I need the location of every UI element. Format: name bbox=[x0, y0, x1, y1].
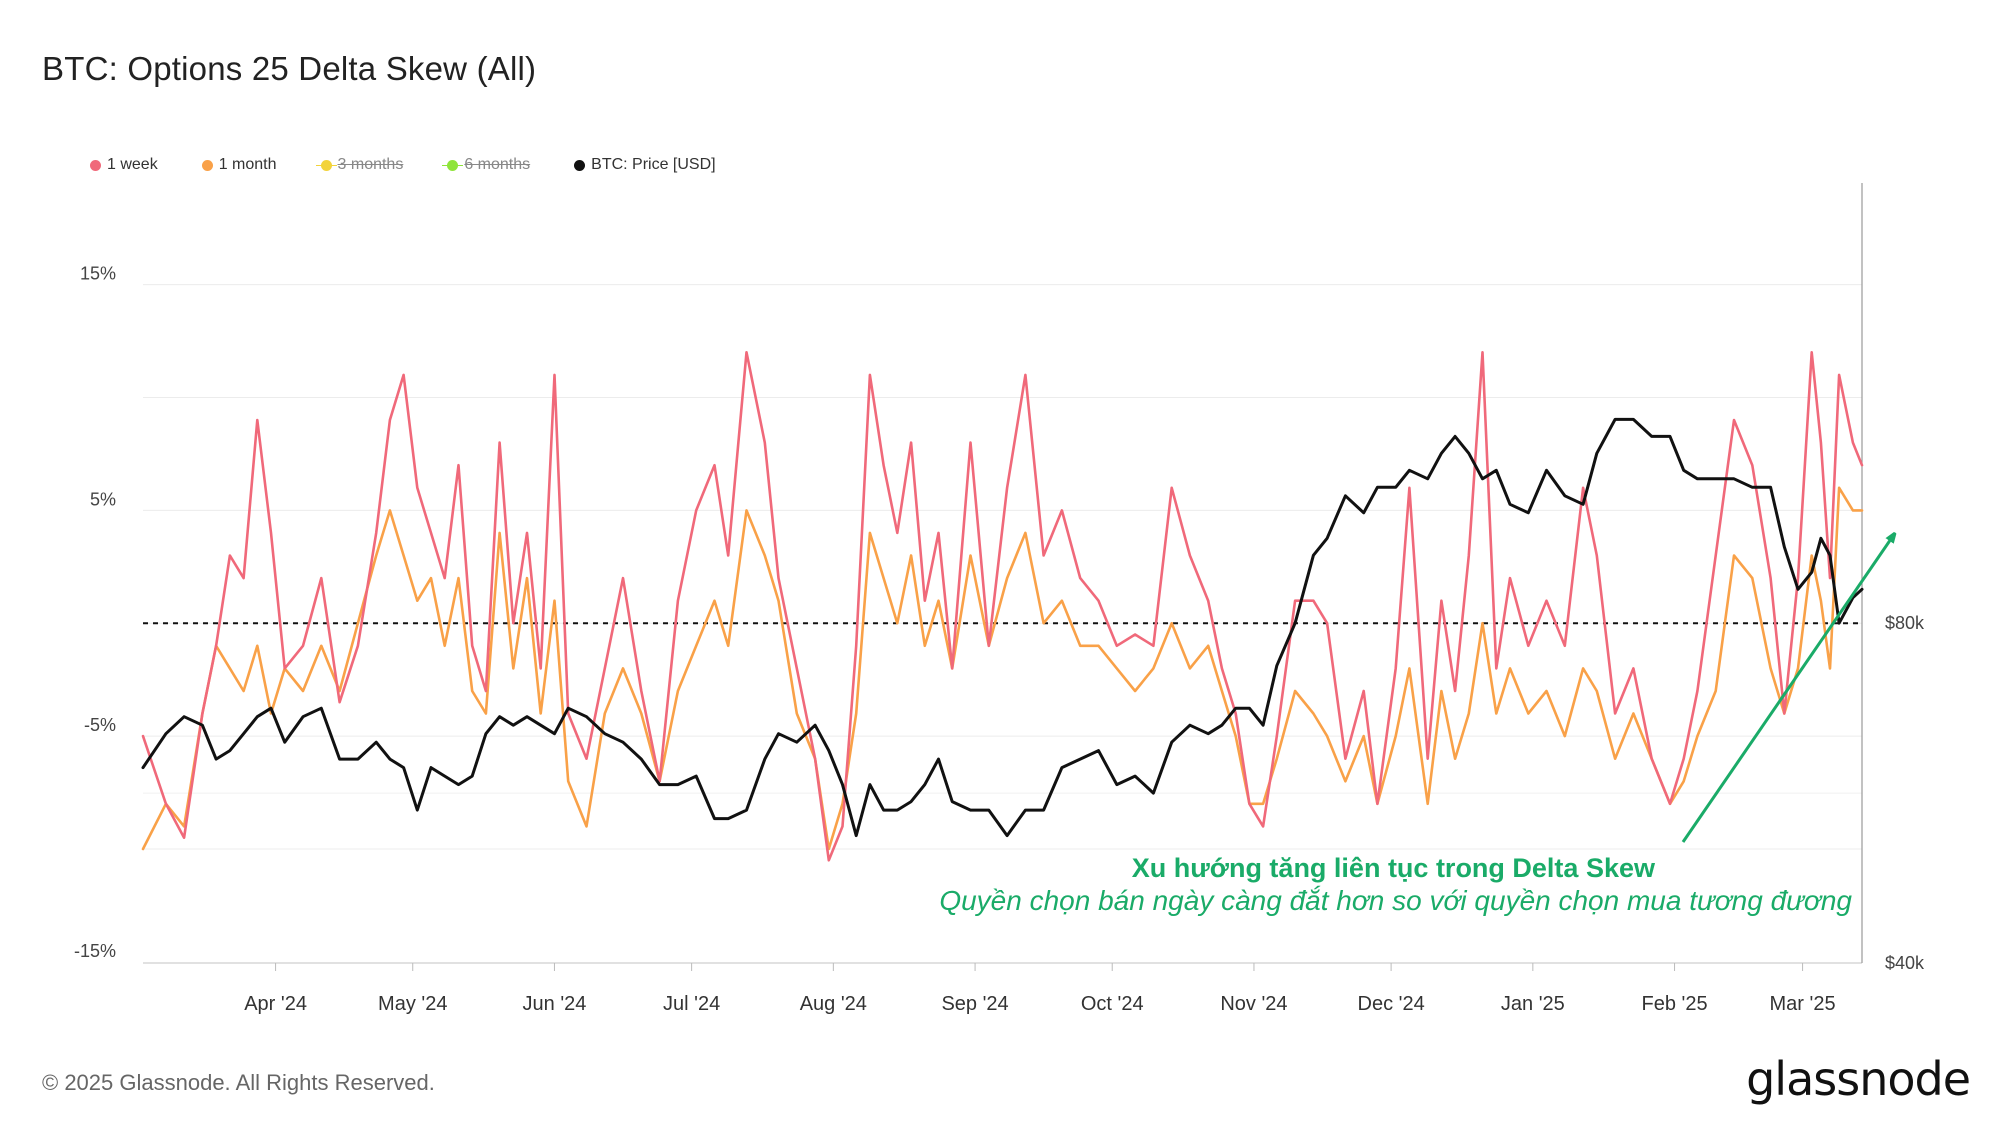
x-tick-label: Apr '24 bbox=[244, 993, 307, 1015]
legend-dot-icon bbox=[315, 159, 337, 171]
legend-label: 1 week bbox=[107, 156, 158, 173]
legend-item-6-months[interactable]: 6 months bbox=[442, 156, 531, 174]
series-line-btc-price-usd bbox=[141, 417, 1864, 838]
copyright-footer: © 2025 Glassnode. All Rights Reserved. bbox=[42, 1070, 435, 1095]
legend-dot-icon bbox=[90, 159, 101, 171]
y-left-tick-label: -5% bbox=[84, 715, 116, 735]
x-tick-label: Mar '25 bbox=[1770, 993, 1836, 1015]
x-tick-label: Sep '24 bbox=[941, 993, 1008, 1015]
x-tick-label: Jan '25 bbox=[1501, 993, 1565, 1015]
chart-legend: 1 week 1 month 3 months 6 months BTC: Price … bbox=[90, 156, 760, 174]
x-tick-label: Jul '24 bbox=[663, 993, 720, 1015]
legend-dot-icon bbox=[201, 159, 213, 171]
legend-dot-icon bbox=[442, 159, 464, 171]
legend-label: 3 months bbox=[337, 156, 404, 173]
series-line-1-month bbox=[141, 486, 1864, 851]
legend-label: 6 months bbox=[464, 156, 531, 173]
trend-arrow bbox=[1681, 536, 1893, 843]
y-left-tick-label: 5% bbox=[90, 489, 116, 509]
x-tick-label: Dec '24 bbox=[1358, 993, 1425, 1015]
x-tick-label: Nov '24 bbox=[1220, 993, 1287, 1015]
y-right-tick-label: $40k bbox=[1885, 953, 1925, 973]
legend-dot-icon bbox=[574, 159, 586, 171]
legend-label: BTC: Price [USD] bbox=[591, 156, 716, 173]
y-right-tick-label: $80k bbox=[1885, 613, 1925, 633]
legend-item-btc-price-usd[interactable]: BTC: Price [USD] bbox=[574, 156, 716, 174]
annotation-subtext: Quyền chọn bán ngày càng đắt hơn so với … bbox=[939, 885, 1852, 916]
y-left-tick-label: -15% bbox=[74, 941, 116, 961]
chart-title: BTC: Options 25 Delta Skew (All) bbox=[42, 50, 537, 87]
legend-label: 1 month bbox=[218, 156, 277, 173]
annotation-headline: Xu hướng tăng liên tục trong Delta Skew bbox=[1132, 853, 1656, 883]
legend-item-3-months[interactable]: 3 months bbox=[315, 156, 404, 174]
x-tick-label: Feb '25 bbox=[1642, 993, 1708, 1015]
legend-item-1-month[interactable]: 1 month bbox=[201, 156, 277, 174]
series-line-1-week bbox=[141, 350, 1864, 862]
legend-item-1-week[interactable]: 1 week bbox=[90, 156, 158, 174]
x-tick-label: Oct '24 bbox=[1081, 993, 1144, 1015]
x-tick-label: Aug '24 bbox=[800, 993, 867, 1015]
brand-logo: glassnode bbox=[1746, 1052, 1971, 1106]
y-left-tick-label: 15% bbox=[80, 264, 116, 284]
x-tick-label: Jun '24 bbox=[523, 993, 587, 1015]
x-tick-label: May '24 bbox=[378, 993, 447, 1015]
